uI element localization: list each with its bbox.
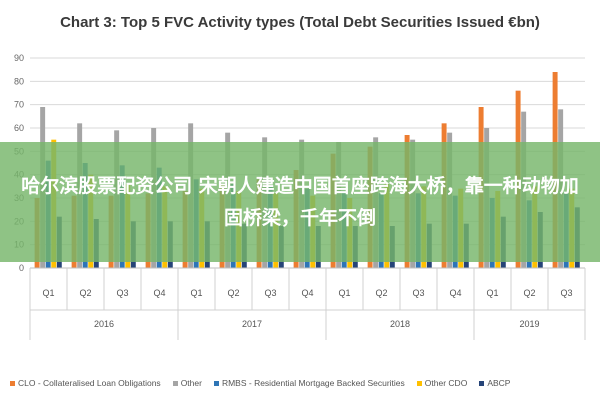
year-label: 2019 — [519, 319, 539, 329]
x-tick-label: Q2 — [375, 288, 387, 298]
x-tick-label: Q4 — [301, 288, 313, 298]
legend-label: Other — [180, 378, 202, 388]
legend-item: RMBS - Residential Mortgage Backed Secur… — [213, 378, 405, 388]
y-tick-label: 80 — [14, 76, 24, 86]
legend-swatch — [213, 380, 219, 386]
legend-swatch — [416, 380, 422, 386]
x-tick-label: Q3 — [412, 288, 424, 298]
chart-title: Chart 3: Top 5 FVC Activity types (Total… — [60, 14, 540, 31]
legend-item: ABCP — [479, 378, 510, 388]
y-tick-label: 0 — [19, 263, 24, 273]
legend-label: RMBS - Residential Mortgage Backed Secur… — [221, 378, 405, 388]
x-tick-label: Q3 — [264, 288, 276, 298]
overlay-text: 哈尔滨股票配资公司 宋朝人建造中国首座跨海大桥，靠一种动物加固桥梁，千年不倒 — [21, 175, 579, 229]
x-tick-label: Q1 — [486, 288, 498, 298]
x-tick-label: Q3 — [116, 288, 128, 298]
year-label: 2017 — [242, 319, 262, 329]
x-tick-label: Q2 — [227, 288, 239, 298]
x-tick-label: Q1 — [190, 288, 202, 298]
legend-swatch — [172, 380, 178, 386]
chart-legend: CLO - Collateralised Loan Obligations Oth… — [10, 378, 595, 388]
legend-item: Other CDO — [416, 378, 468, 388]
legend-swatch — [479, 380, 485, 386]
year-label: 2016 — [94, 319, 114, 329]
x-tick-label: Q1 — [338, 288, 350, 298]
y-tick-label: 70 — [14, 100, 24, 110]
legend-label: ABCP — [487, 378, 511, 388]
x-tick-label: Q4 — [449, 288, 461, 298]
legend-label: CLO - Collateralised Loan Obligations — [18, 378, 161, 388]
x-tick-label: Q1 — [42, 288, 54, 298]
x-tick-label: Q3 — [560, 288, 572, 298]
year-label: 2018 — [390, 319, 410, 329]
legend-label: Other CDO — [424, 378, 468, 388]
x-tick-label: Q2 — [523, 288, 535, 298]
y-tick-label: 90 — [14, 53, 24, 63]
legend-swatch — [10, 380, 15, 386]
overlay-banner: 哈尔滨股票配资公司 宋朝人建造中国首座跨海大桥，靠一种动物加固桥梁，千年不倒 — [0, 142, 600, 262]
legend-item: CLO - Collateralised Loan Obligations — [10, 378, 161, 388]
legend-item: Other — [172, 378, 202, 388]
x-tick-label: Q2 — [79, 288, 91, 298]
y-tick-label: 60 — [14, 123, 24, 133]
x-tick-label: Q4 — [153, 288, 165, 298]
